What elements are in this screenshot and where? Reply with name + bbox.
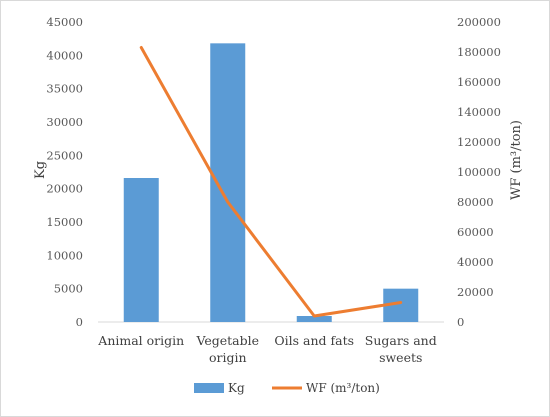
bar-kg-0	[123, 178, 159, 322]
category-label-1-0: Vegetable	[195, 333, 259, 348]
y-right-tick-label-7: 140000	[457, 105, 501, 119]
y-left-tick-label-5: 25000	[46, 148, 83, 162]
y-left-tick-label-2: 10000	[46, 248, 83, 262]
category-label-1-1: origin	[209, 350, 247, 365]
y-right-tick-label-0: 0	[457, 315, 464, 329]
y-axis-right-label: WF (m³/ton)	[509, 120, 524, 200]
y-left-tick-label-6: 30000	[46, 115, 83, 129]
y-left-tick-label-3: 15000	[46, 215, 83, 229]
y-right-tick-label-6: 120000	[457, 135, 501, 149]
bars-group	[123, 43, 419, 322]
y-right-tick-label-9: 180000	[457, 45, 501, 59]
y-left-tick-label-4: 20000	[46, 182, 83, 196]
legend-label-kg: Kg	[228, 381, 245, 395]
category-label-2-0: Oils and fats	[274, 333, 354, 348]
y-right-tick-label-5: 100000	[457, 165, 501, 179]
y-left-tick-label-7: 35000	[46, 82, 83, 96]
legend-label-wf: WF (m³/ton)	[306, 381, 380, 395]
legend-swatch-kg	[194, 383, 224, 393]
y-left-tick-label-9: 45000	[46, 15, 83, 29]
category-label-3-1: sweets	[379, 350, 422, 365]
labels-group: 0 5000 10000 15000 20000 25000 30000 35000 40000…	[46, 15, 501, 365]
bar-kg-2	[296, 316, 332, 322]
y-right-tick-label-4: 80000	[457, 195, 494, 209]
category-label-0-0: Animal origin	[97, 333, 184, 348]
line-group	[139, 46, 403, 318]
y-left-tick-label-1: 5000	[54, 282, 83, 296]
y-right-tick-label-8: 160000	[457, 75, 501, 89]
y-right-tick-label-1: 20000	[457, 285, 494, 299]
legend: Kg WF (m³/ton)	[194, 381, 380, 395]
y-right-tick-label-2: 40000	[457, 255, 494, 269]
line-wf	[139, 46, 403, 318]
y-left-tick-label-8: 40000	[46, 48, 83, 62]
y-right-tick-label-3: 60000	[457, 225, 494, 239]
y-right-tick-label-10: 200000	[457, 15, 501, 29]
category-label-3-0: Sugars and	[365, 333, 437, 348]
y-axis-left-label: Kg	[33, 161, 48, 179]
y-left-tick-label-0: 0	[76, 315, 83, 329]
